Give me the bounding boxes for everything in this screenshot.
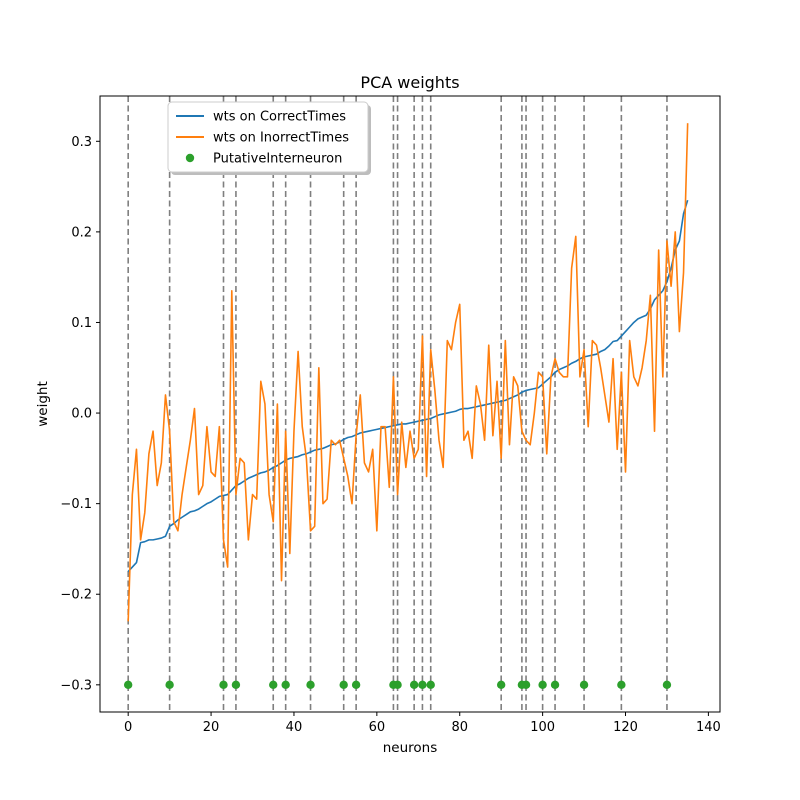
x-tick-label: 40 — [286, 720, 303, 735]
interneuron-point — [550, 680, 560, 690]
interneuron-point — [339, 680, 348, 690]
interneuron-point — [426, 680, 435, 690]
y-tick-label: −0.2 — [60, 588, 92, 603]
x-tick-label: 80 — [451, 720, 468, 735]
interneuron-point — [165, 680, 174, 690]
interneuron-point — [521, 680, 531, 690]
interneuron-point — [231, 680, 241, 690]
x-tick-label: 100 — [530, 720, 555, 735]
x-tick-label: 140 — [696, 720, 721, 735]
interneuron-point — [306, 680, 315, 690]
plot-frame — [99, 95, 721, 713]
y-tick-label: 0.0 — [71, 407, 92, 422]
legend-entry-label: wts on CorrectTimes — [213, 110, 346, 125]
interneuron-point — [662, 680, 672, 690]
interneuron-point — [409, 680, 419, 690]
interneuron-point — [393, 680, 402, 690]
interneuron-point — [269, 680, 278, 690]
series-points — [123, 680, 672, 690]
interneuron-point — [579, 680, 589, 690]
interneuron-point — [496, 680, 506, 690]
series-line — [127, 123, 689, 622]
interneuron-point — [538, 680, 547, 690]
interneuron-point — [617, 680, 626, 690]
y-tick-label: 0.2 — [71, 225, 92, 240]
interneuron-point — [281, 680, 290, 690]
series-lines — [127, 123, 689, 622]
y-tick-label: −0.1 — [60, 497, 92, 512]
interneuron-point — [219, 680, 228, 690]
axis-ticks: 0 20 40 60 80 100 120 140 −0.3 −0.2 −0.1 0.0 0.1 0.2 0… — [60, 135, 720, 735]
x-tick-label: 20 — [203, 720, 220, 735]
y-tick-label: 0.3 — [71, 135, 92, 150]
legend: wts on CorrectTimes wts on InorrectTimes P… — [167, 101, 371, 175]
legend-point-swatch — [185, 153, 195, 163]
legend-entry-label: wts on InorrectTimes — [213, 131, 349, 146]
x-tick-label: 120 — [613, 720, 638, 735]
y-tick-label: −0.3 — [60, 678, 92, 693]
x-tick-label: 0 — [124, 720, 132, 735]
interneuron-point — [123, 680, 133, 690]
x-axis-label: neurons — [383, 740, 438, 756]
chart-title: PCA weights — [360, 73, 459, 92]
y-tick-label: 0.1 — [71, 316, 92, 331]
legend-entry-label: PutativeInterneuron — [213, 152, 342, 167]
interneuron-point — [418, 680, 427, 690]
interneuron-point — [351, 680, 361, 690]
legend-box — [167, 101, 369, 173]
interneuron-vlines — [127, 96, 668, 712]
x-tick-label: 60 — [369, 720, 386, 735]
y-axis-label: weight — [35, 381, 51, 427]
